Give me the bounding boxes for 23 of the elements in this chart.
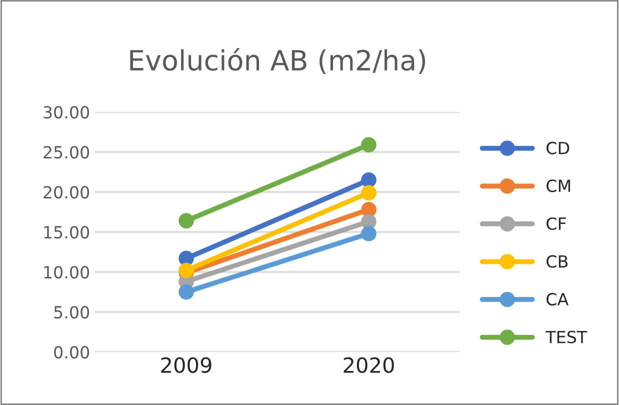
legend-label: CB (546, 255, 568, 268)
point (178, 284, 194, 300)
y-tick-label: 5.00 (54, 306, 90, 319)
legend-label: TEST (546, 330, 588, 344)
y-tick-label: 25.00 (44, 146, 90, 159)
y-tick-label: 20.00 (44, 186, 90, 199)
y-tick-label: 15.00 (44, 226, 90, 239)
y-tick-label: 10.00 (44, 266, 90, 279)
x-tick-label: 2009 (161, 357, 212, 373)
x-tick-label: 2020 (344, 357, 394, 373)
point (361, 137, 376, 152)
point (178, 262, 194, 278)
legend-label: CD (546, 142, 570, 154)
legend-label: CF (546, 217, 566, 230)
y-tick-label: 0.00 (54, 346, 90, 359)
point (361, 172, 376, 188)
point (178, 213, 194, 228)
point (361, 185, 376, 200)
chart-title: Evolución AB (m2/ha) (130, 48, 426, 74)
point (361, 226, 376, 242)
legend-label: CA (546, 292, 569, 306)
legend-label: CM (546, 180, 570, 192)
y-tick-label: 30.00 (44, 106, 90, 119)
